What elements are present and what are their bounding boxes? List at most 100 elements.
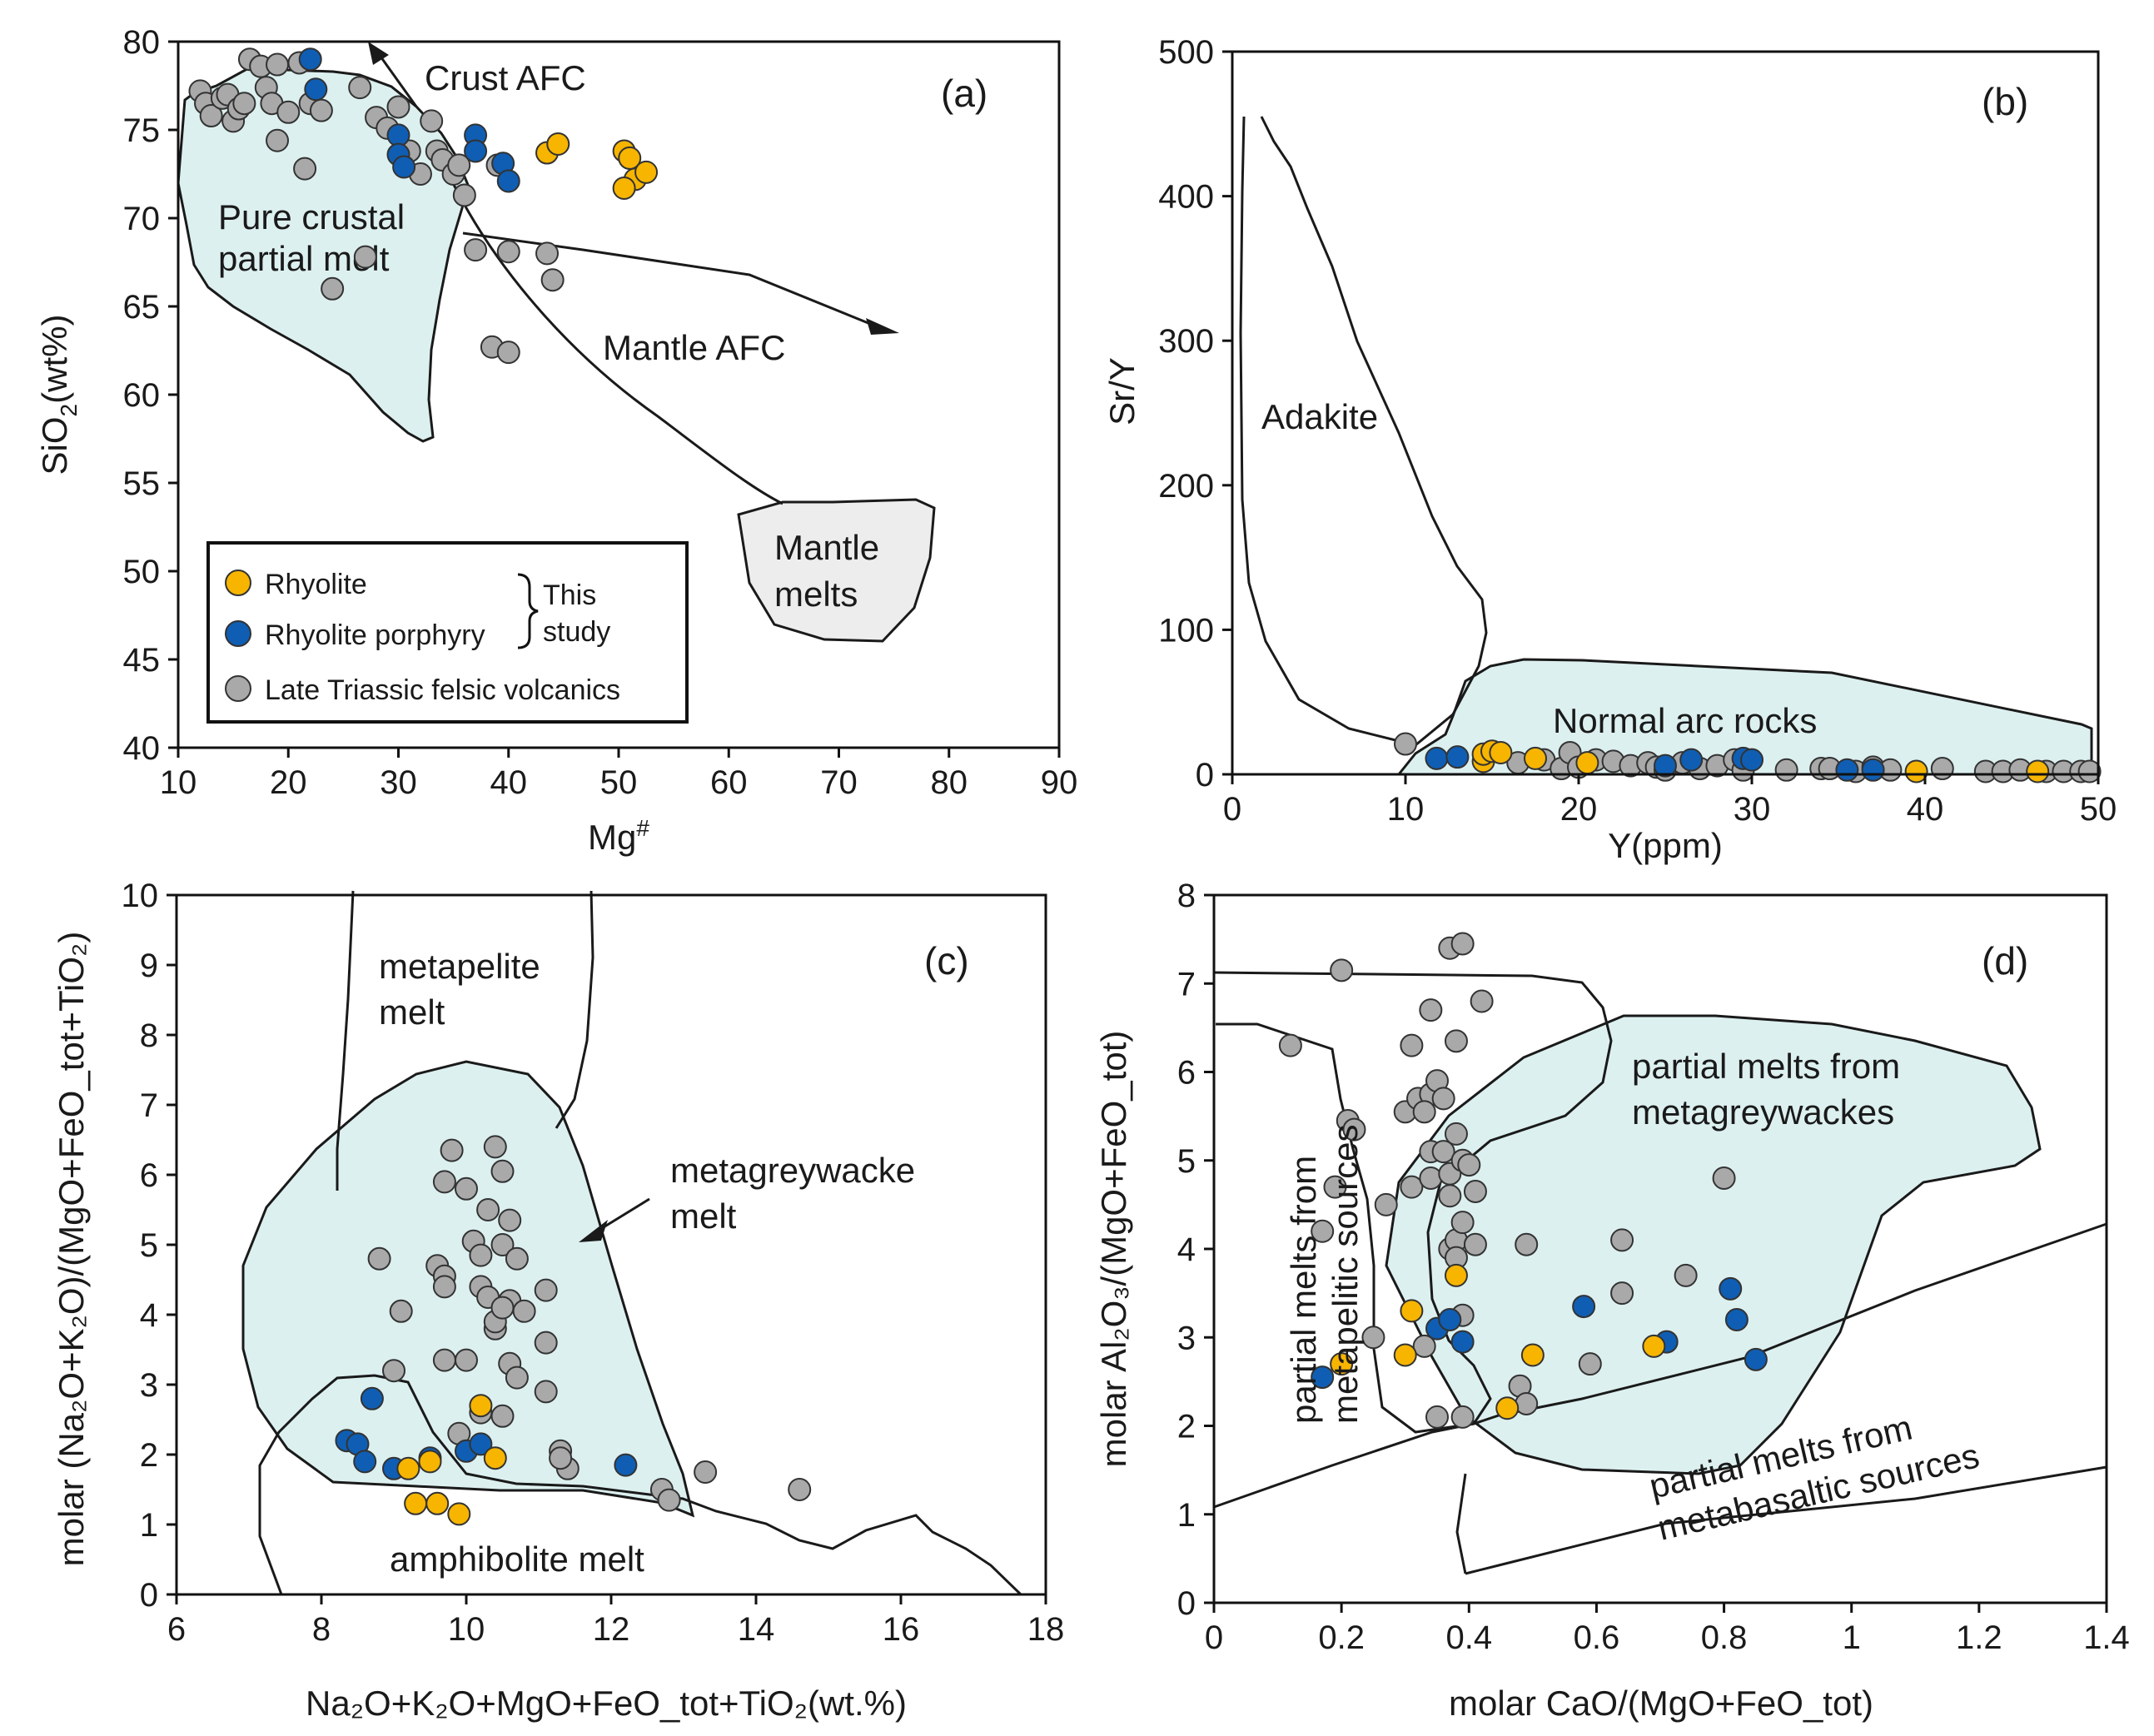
data-point-late-triassic <box>496 240 520 264</box>
data-point-late-triassic <box>199 104 223 128</box>
data-point-late-triassic <box>1400 1033 1424 1057</box>
data-point-late-triassic <box>447 153 471 177</box>
y-tick-label: 10 <box>122 878 159 914</box>
data-point-late-triassic <box>1394 732 1417 756</box>
data-point-rhyolite <box>1444 1263 1468 1287</box>
crust-afc-arrow-line <box>377 53 418 107</box>
data-point-rhyolite <box>546 132 570 156</box>
data-point-late-triassic <box>432 1275 456 1299</box>
data-point-rhyolite <box>483 1446 507 1470</box>
x-tick-label: 20 <box>1560 791 1598 828</box>
plot-frame-b <box>1231 50 2100 776</box>
data-point-late-triassic <box>1610 1228 1634 1252</box>
data-point-rhyolite-porphyry <box>1679 748 1704 772</box>
y-axis-label-d: molar Al₂O₃/(MgO+FeO_tot) <box>1094 1031 1133 1468</box>
legend-label-late-triassic: Late Triassic felsic volcanics <box>265 674 620 706</box>
data-point-rhyolite <box>1575 751 1599 775</box>
mantle-afc-arrow-line <box>462 231 883 331</box>
x-tick-label: 8 <box>312 1611 331 1648</box>
data-point-late-triassic <box>1412 1334 1436 1358</box>
metapelite-field-right <box>555 890 594 1129</box>
annotation-metagreywacke-d-1: partial melts from <box>1632 1047 1900 1086</box>
x-tick-label: 90 <box>1041 764 1078 801</box>
data-point-late-triassic <box>1470 989 1494 1013</box>
data-point-late-triassic <box>432 1348 456 1372</box>
data-point-late-triassic <box>1412 1100 1436 1124</box>
y-tick-label: 3 <box>1177 1320 1196 1356</box>
data-point-late-triassic <box>266 128 290 152</box>
data-point-late-triassic <box>1311 1219 1335 1243</box>
panel-label-c: (c) <box>924 939 969 982</box>
data-point-rhyolite-porphyry <box>1445 745 1470 769</box>
metagreywacke-d-outline <box>1455 1473 1467 1574</box>
data-point-late-triassic <box>1712 1166 1736 1190</box>
points-d <box>1278 932 1768 1429</box>
data-point-late-triassic <box>440 1138 464 1162</box>
data-point-late-triassic <box>1361 1326 1385 1350</box>
data-point-late-triassic <box>1450 1211 1475 1235</box>
metapelitic-field <box>1213 971 1613 1434</box>
data-point-rhyolite-porphyry <box>1835 758 1859 782</box>
x-tick-label: 1.4 <box>2083 1619 2130 1656</box>
data-point-late-triassic <box>1374 1192 1398 1216</box>
y-tick-label: 6 <box>140 1157 158 1194</box>
legend-marker-rhyolite-porphyry <box>225 620 251 647</box>
amphibolite-field <box>258 1374 1022 1596</box>
x-tick-label: 50 <box>600 764 638 801</box>
data-point-late-triassic <box>1463 1179 1487 1203</box>
data-point-late-triassic <box>1431 1087 1455 1111</box>
data-point-late-triassic <box>505 1365 529 1390</box>
data-point-late-triassic <box>386 95 410 119</box>
data-point-rhyolite-porphyry <box>1572 1295 1596 1319</box>
data-point-late-triassic <box>540 268 565 292</box>
data-point-late-triassic <box>420 109 444 133</box>
annotation-mantle-afc: Mantle AFC <box>603 328 785 367</box>
mantle-melts-field <box>737 498 936 643</box>
y-axis-label-c: molar (Na₂O+K₂O)/(MgO+FeO_tot+TiO₂) <box>52 932 91 1567</box>
data-point-late-triassic <box>1278 1033 1302 1057</box>
data-point-late-triassic <box>512 1299 536 1323</box>
data-point-late-triassic <box>1774 758 1798 782</box>
y-tick-label: 2 <box>140 1437 158 1474</box>
annotation-normal-arc: Normal arc rocks <box>1553 701 1817 740</box>
data-point-rhyolite <box>2026 759 2050 783</box>
x-tick-label: 18 <box>1027 1611 1065 1648</box>
data-point-late-triassic <box>309 98 333 122</box>
y-axis-label-a-sub: 2 <box>56 404 82 417</box>
metapelite-field <box>336 890 355 1191</box>
data-point-rhyolite-porphyry <box>353 1450 377 1474</box>
annotation-mantle-melts-2: melts <box>774 575 858 614</box>
data-point-rhyolite <box>396 1456 420 1480</box>
x-tick-label: 40 <box>490 764 528 801</box>
annotation-mantle-melts-1: Mantle <box>774 528 879 567</box>
data-point-late-triassic <box>293 157 317 181</box>
data-point-rhyolite <box>425 1491 450 1515</box>
x-tick-label: 20 <box>270 764 307 801</box>
y-tick-label: 70 <box>123 201 161 237</box>
x-tick-label: 6 <box>167 1611 186 1648</box>
x-tick-label: 0.4 <box>1445 1619 1492 1656</box>
annotation-metapelitic-1: partial melts from <box>1284 1156 1323 1424</box>
data-point-rhyolite-porphyry <box>464 139 488 163</box>
data-point-late-triassic <box>469 1243 493 1267</box>
data-point-late-triassic <box>1342 1117 1366 1142</box>
panel-a: Crust AFC Mantle AFC Pure crustal partia… <box>35 24 1077 857</box>
y-tick-label: 45 <box>123 642 161 679</box>
mantle-afc-arrowhead <box>866 318 899 335</box>
points-c <box>335 1135 812 1526</box>
data-point-late-triassic <box>490 1159 515 1183</box>
legend-marker-late-triassic <box>225 675 251 702</box>
data-point-late-triassic <box>1330 958 1354 982</box>
data-point-late-triassic <box>389 1299 413 1323</box>
y-tick-label: 0 <box>140 1577 158 1614</box>
annotation-amphibolite: amphibolite melt <box>390 1540 644 1579</box>
x-tick-label: 16 <box>883 1611 920 1648</box>
x-axis-label-a-sup: # <box>636 815 649 841</box>
legend-a: Rhyolite Rhyolite porphyry Late Triassic… <box>206 541 689 724</box>
axes-a: 10 20 30 40 50 60 70 80 90 40 45 50 55 60 65 70 75 80 <box>123 24 1078 801</box>
y-tick-label: 1 <box>140 1507 158 1544</box>
metagreywacke-field <box>241 1060 695 1518</box>
data-point-late-triassic <box>1515 1232 1539 1256</box>
data-point-late-triassic <box>490 1404 515 1428</box>
